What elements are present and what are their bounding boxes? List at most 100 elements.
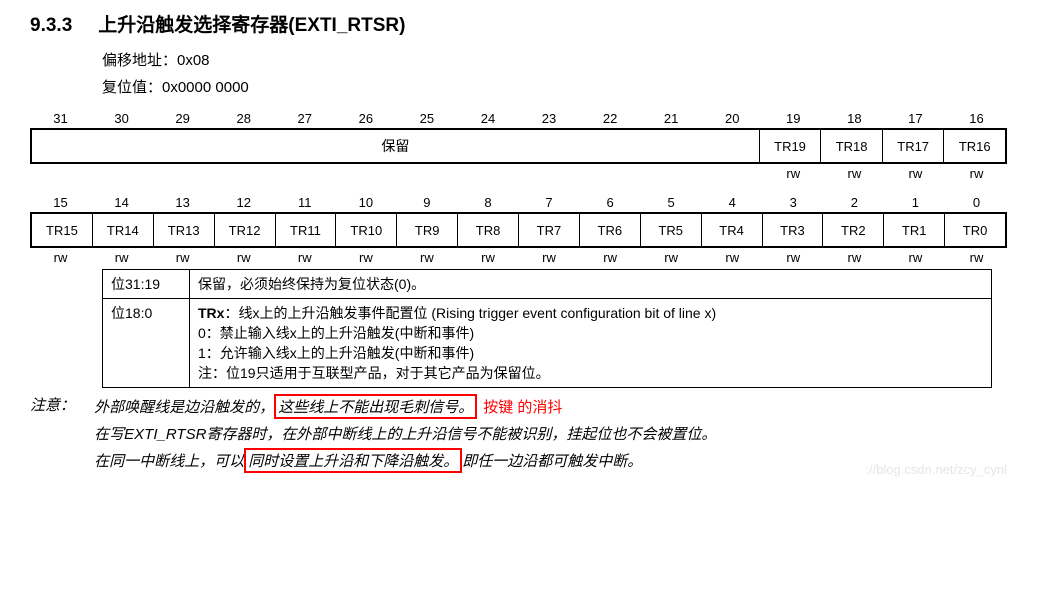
- reg-cell: TR0: [944, 214, 1005, 246]
- reg-cell: TR7: [518, 214, 579, 246]
- rw-label: rw: [152, 250, 213, 265]
- rw-label: rw: [824, 166, 885, 181]
- bits-desc: 保留，必须始终保持为复位状态(0)。: [190, 270, 992, 299]
- bit-numbers-high: 31 30 29 28 27 26 25 24 23 22 21 20 19 1…: [30, 111, 1007, 126]
- bit-num: 19: [763, 111, 824, 126]
- reg-cell: TR2: [822, 214, 883, 246]
- bits-desc: TRx：线x上的上升沿触发事件配置位 (Rising trigger event…: [190, 299, 992, 388]
- rw-label: rw: [30, 250, 91, 265]
- note-line-1: 外部唤醒线是边沿触发的，这些线上不能出现毛刺信号。按键 的消抖: [94, 394, 562, 419]
- offset-address: 偏移地址：0x08: [102, 49, 1007, 70]
- rw-row-high: rw rw rw rw: [30, 166, 1007, 181]
- bit-num: 30: [91, 111, 152, 126]
- bit-value-0: 0：禁止输入线x上的上升沿触发(中断和事件): [198, 323, 983, 343]
- bit-num: 8: [457, 195, 518, 210]
- bit-value-1: 1：允许输入线x上的上升沿触发(中断和事件): [198, 343, 983, 363]
- bit-num: 14: [91, 195, 152, 210]
- bit-num: 29: [152, 111, 213, 126]
- note-line-3: 在同一中断线上，可以同时设置上升沿和下降沿触发。即任一边沿都可触发中断。: [94, 448, 642, 473]
- reserved-cell: 保留: [32, 130, 759, 162]
- bit-numbers-low: 15 14 13 12 11 10 9 8 7 6 5 4 3 2 1 0: [30, 195, 1007, 210]
- annotation-text: 按键 的消抖: [483, 399, 562, 416]
- bit-num: 1: [885, 195, 946, 210]
- reg-cell: TR3: [762, 214, 823, 246]
- bits-range: 位31:19: [103, 270, 190, 299]
- rw-label: rw: [763, 166, 824, 181]
- reg-cell: TR9: [396, 214, 457, 246]
- rw-label: rw: [580, 250, 641, 265]
- note-line-2: 在写EXTI_RTSR寄存器时，在外部中断线上的上升沿信号不能被识别，挂起位也不…: [94, 423, 716, 444]
- rw-label: rw: [946, 166, 1007, 181]
- reg-cell: TR1: [883, 214, 944, 246]
- section-heading: 9.3.3上升沿触发选择寄存器(EXTI_RTSR): [30, 10, 1007, 37]
- bit-num: 25: [396, 111, 457, 126]
- reg-cell: TR5: [640, 214, 701, 246]
- rw-label: rw: [396, 250, 457, 265]
- rw-label: rw: [213, 250, 274, 265]
- rw-label: rw: [763, 250, 824, 265]
- bit-num: 31: [30, 111, 91, 126]
- reg-cell: TR8: [457, 214, 518, 246]
- bit-num: 2: [824, 195, 885, 210]
- reg-cell: TR19: [759, 130, 821, 162]
- bit-num: 17: [885, 111, 946, 126]
- bit-num: 10: [335, 195, 396, 210]
- bit-num: 6: [580, 195, 641, 210]
- note-3b: 即任一边沿都可触发中断。: [462, 453, 642, 470]
- reg-cell: TR6: [579, 214, 640, 246]
- bit-num: 4: [702, 195, 763, 210]
- bit-num: 16: [946, 111, 1007, 126]
- bit-num: 7: [519, 195, 580, 210]
- bit-num: 12: [213, 195, 274, 210]
- highlight-box: 这些线上不能出现毛刺信号。: [274, 394, 477, 419]
- bit-num: 23: [519, 111, 580, 126]
- table-row: 位18:0 TRx：线x上的上升沿触发事件配置位 (Rising trigger…: [103, 299, 992, 388]
- bit-description-table: 位31:19 保留，必须始终保持为复位状态(0)。 位18:0 TRx：线x上的…: [102, 269, 992, 388]
- bit-num: 15: [30, 195, 91, 210]
- rw-label: rw: [274, 250, 335, 265]
- highlight-box: 同时设置上升沿和下降沿触发。: [244, 448, 462, 473]
- reg-cell: TR12: [214, 214, 275, 246]
- bits-range: 位18:0: [103, 299, 190, 388]
- reg-cell: TR11: [275, 214, 336, 246]
- bit-num: 9: [396, 195, 457, 210]
- register-row-high: 保留 TR19 TR18 TR17 TR16: [30, 128, 1007, 164]
- bit-num: 22: [580, 111, 641, 126]
- rw-label: rw: [946, 250, 1007, 265]
- bit-num: 28: [213, 111, 274, 126]
- reg-cell: TR10: [335, 214, 396, 246]
- bit-num: 27: [274, 111, 335, 126]
- rw-label: rw: [702, 250, 763, 265]
- bit-num: 5: [641, 195, 702, 210]
- note-1a: 外部唤醒线是边沿触发的，: [94, 399, 274, 416]
- bit-num: 11: [274, 195, 335, 210]
- rw-label: rw: [885, 250, 946, 265]
- bit-num: 26: [335, 111, 396, 126]
- note-3a: 在同一中断线上，可以: [94, 453, 244, 470]
- rw-label: rw: [335, 250, 396, 265]
- bit-num: 20: [702, 111, 763, 126]
- bit-name-desc: ：线x上的上升沿触发事件配置位 (Rising trigger event co…: [224, 305, 716, 321]
- bit-num: 13: [152, 195, 213, 210]
- bit-name: TRx: [198, 305, 224, 321]
- rw-label: rw: [824, 250, 885, 265]
- bit-num: 21: [641, 111, 702, 126]
- notes-block: 注意： 外部唤醒线是边沿触发的，这些线上不能出现毛刺信号。按键 的消抖 在写EX…: [30, 394, 1007, 473]
- reset-value: 复位值：0x0000 0000: [102, 76, 1007, 97]
- rw-label: rw: [885, 166, 946, 181]
- table-row: 位31:19 保留，必须始终保持为复位状态(0)。: [103, 270, 992, 299]
- bit-num: 18: [824, 111, 885, 126]
- register-row-low: TR15 TR14 TR13 TR12 TR11 TR10 TR9 TR8 TR…: [30, 212, 1007, 248]
- reg-cell: TR13: [153, 214, 214, 246]
- bit-num: 0: [946, 195, 1007, 210]
- rw-label: rw: [457, 250, 518, 265]
- reg-cell: TR4: [701, 214, 762, 246]
- reg-cell: TR17: [882, 130, 944, 162]
- rw-label: rw: [641, 250, 702, 265]
- reg-cell: TR15: [32, 214, 92, 246]
- section-number: 9.3.3: [30, 15, 72, 36]
- reg-cell: TR16: [943, 130, 1005, 162]
- bit-note: 注：位19只适用于互联型产品，对于其它产品为保留位。: [198, 363, 983, 383]
- bit-num: 24: [457, 111, 518, 126]
- reg-cell: TR18: [820, 130, 882, 162]
